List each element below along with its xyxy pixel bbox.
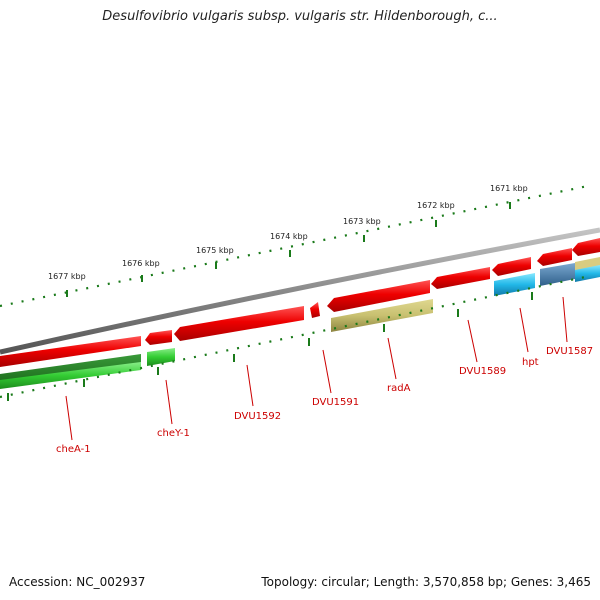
accession-text: Accession: NC_002937 xyxy=(9,575,146,589)
gene-DVU1587-forward[interactable] xyxy=(537,248,572,266)
tick-label: 1676 kbp xyxy=(122,259,160,268)
tick-label: 1677 kbp xyxy=(48,272,86,281)
label-leaders xyxy=(65,296,568,441)
lower-ruler-dots xyxy=(0,274,591,399)
gene-edge-reverse-cyan[interactable] xyxy=(575,265,600,282)
leader-cheY-1 xyxy=(165,379,173,425)
upper-ruler-dots xyxy=(0,184,589,308)
gene-cheA-1[interactable] xyxy=(0,336,141,367)
tick-label: 1674 kbp xyxy=(270,232,308,241)
gene-labels: cheA-1 cheY-1 DVU1592 DVU1591 radA DVU15… xyxy=(56,346,593,455)
leader-DVU1589 xyxy=(467,319,478,363)
gene-DVU1587-reverse[interactable] xyxy=(540,263,575,286)
gene-edge-reverse[interactable] xyxy=(575,257,600,271)
gene-label-radA[interactable]: radA xyxy=(387,383,411,394)
gene-label-cheA-1[interactable]: cheA-1 xyxy=(56,444,91,455)
gene-label-DVU1587[interactable]: DVU1587 xyxy=(546,346,593,357)
gene-label-hpt[interactable]: hpt xyxy=(522,357,539,368)
tick-label: 1675 kbp xyxy=(196,246,234,255)
leader-cheA-1 xyxy=(65,395,73,441)
leader-hpt xyxy=(519,307,529,353)
tick-label: 1673 kbp xyxy=(343,217,381,226)
gene-label-DVU1589[interactable]: DVU1589 xyxy=(459,366,506,377)
gene-cheY-1-reverse[interactable] xyxy=(147,348,175,366)
gene-label-DVU1591[interactable]: DVU1591 xyxy=(312,397,359,408)
gene-edge-forward[interactable] xyxy=(572,238,600,256)
gene-cheA-1-reverse-light[interactable] xyxy=(0,362,141,389)
gene-label-DVU1592[interactable]: DVU1592 xyxy=(234,411,281,422)
upper-tick-ruler: 1677 kbp 1676 kbp 1675 kbp 1674 kbp 1673… xyxy=(0,184,589,308)
gene-DVU1589[interactable] xyxy=(431,267,490,289)
gene-label-cheY-1[interactable]: cheY-1 xyxy=(157,428,190,439)
leader-DVU1587 xyxy=(562,296,568,343)
leader-DVU1591 xyxy=(322,349,332,394)
gene-DVU1591[interactable] xyxy=(310,302,320,318)
gene-DVU1592[interactable] xyxy=(174,306,304,341)
reverse-strand-genes[interactable] xyxy=(0,257,600,389)
lower-tick-ruler xyxy=(0,274,591,401)
gene-radA-forward[interactable] xyxy=(327,280,430,312)
genome-backbone xyxy=(0,227,600,355)
leader-DVU1592 xyxy=(246,364,254,407)
gene-hpt-reverse[interactable] xyxy=(494,273,535,296)
topology-text: Topology: circular; Length: 3,570,858 bp… xyxy=(261,575,591,589)
tick-label: 1672 kbp xyxy=(417,201,455,210)
tick-label: 1671 kbp xyxy=(490,184,528,193)
forward-strand-genes[interactable] xyxy=(0,238,600,367)
gene-cheY-1[interactable] xyxy=(145,330,172,345)
gene-hpt-forward[interactable] xyxy=(492,257,531,276)
leader-radA xyxy=(387,337,397,380)
map-title: Desulfovibrio vulgaris subsp. vulgaris s… xyxy=(102,9,498,24)
